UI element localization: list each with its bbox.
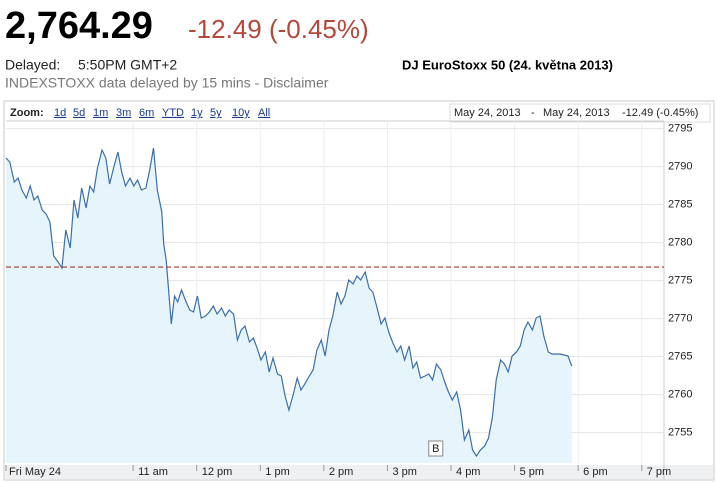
zoom-link[interactable]: 5d <box>73 107 85 119</box>
x-tick-label: 4 pm <box>456 466 480 478</box>
area <box>6 148 572 463</box>
range-from: May 24, 2013 <box>454 107 521 119</box>
y-tick-label: 2795 <box>668 123 692 135</box>
delayed-label: Delayed: <box>5 57 60 73</box>
zoom-link[interactable]: 1y <box>191 107 203 119</box>
annotation-label: B <box>432 443 439 455</box>
y-tick-label: 2775 <box>668 275 692 287</box>
x-tick-label: 2 pm <box>329 466 353 478</box>
y-tick-label: 2755 <box>668 427 692 439</box>
zoom-link[interactable]: 5y <box>210 107 222 119</box>
y-tick-label: 2785 <box>668 199 692 211</box>
zoom-label: Zoom: <box>10 107 44 119</box>
y-tick-label: 2790 <box>668 161 692 173</box>
annotation-flag <box>428 440 444 457</box>
x-tick-label: 7 pm <box>647 466 671 478</box>
zoom-link[interactable]: 3m <box>116 107 131 119</box>
range-sep: - <box>531 107 535 119</box>
line <box>5 147 573 458</box>
zoom-link[interactable]: 10y <box>232 107 250 119</box>
x-tick-label: 3 pm <box>392 466 416 478</box>
x-tick-label: 12 pm <box>202 466 233 478</box>
zoom-link[interactable]: YTD <box>162 107 184 119</box>
zoom-link[interactable]: 1m <box>93 107 108 119</box>
source: INDEXSTOXX data delayed by 15 mins - Dis… <box>5 75 329 91</box>
zoom-link[interactable]: All <box>258 107 270 119</box>
range-box <box>449 103 711 123</box>
y-tick-label: 2780 <box>668 237 692 249</box>
y-tick-label: 2760 <box>668 389 692 401</box>
time: 5:50PM GMT+2 <box>78 57 177 73</box>
zoom-link[interactable]: 1d <box>54 107 66 119</box>
x-tick-label: 11 am <box>138 466 168 478</box>
x-tick-label: 1 pm <box>265 466 289 478</box>
x-axis-bar <box>5 465 713 479</box>
x-tick-label: Fri May 24 <box>9 466 61 478</box>
x-tick-label: 5 pm <box>520 466 544 478</box>
x-tick-label: 6 pm <box>583 466 607 478</box>
chart-title: DJ EuroStoxx 50 (24. května 2013) <box>402 57 613 72</box>
range-change: -12.49 (-0.45%) <box>622 107 698 119</box>
range-to: May 24, 2013 <box>543 107 610 119</box>
y-tick-label: 2770 <box>668 313 692 325</box>
y-tick-label: 2765 <box>668 351 692 363</box>
price: 2,764.29 <box>5 5 153 47</box>
zoom-link[interactable]: 6m <box>139 107 154 119</box>
change: -12.49 (-0.45%) <box>188 14 369 44</box>
